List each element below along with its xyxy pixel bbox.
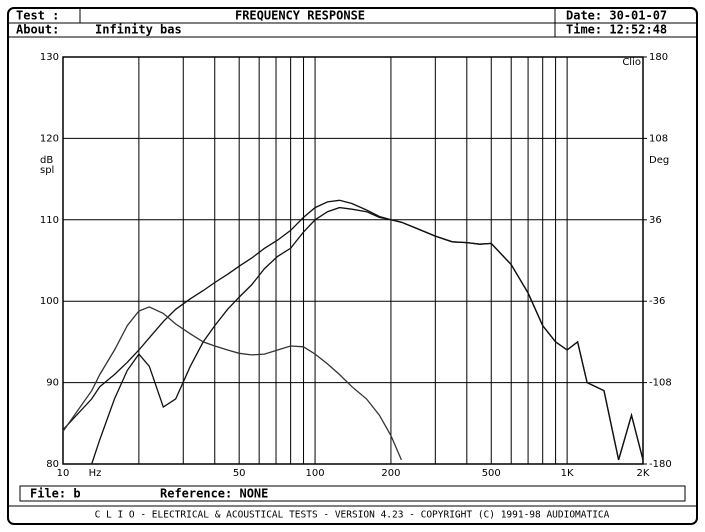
file: File: b (30, 487, 81, 501)
x-tick-label: 50 (233, 468, 246, 479)
y2-axis-label: Deg (649, 155, 669, 166)
y2-tick-label: 108 (649, 133, 668, 144)
y-tick-label: 90 (46, 378, 59, 389)
y-tick-label: 130 (40, 52, 59, 63)
x-tick-label: 1K (561, 468, 574, 479)
x-tick-label: 100 (306, 468, 325, 479)
test-label: Test : (16, 9, 59, 23)
watermark: Clio (622, 57, 641, 68)
time: Time: 12:52:48 (566, 23, 667, 37)
y2-tick-label: 180 (649, 52, 668, 63)
x-axis-label: Hz (89, 468, 102, 479)
banner: C L I O - ELECTRICAL & ACOUSTICAL TESTS … (95, 510, 610, 521)
y-axis-label: spl (40, 165, 54, 176)
y2-tick-label: -180 (649, 459, 672, 470)
y2-tick-label: -108 (649, 378, 672, 389)
x-tick-label: 200 (381, 468, 400, 479)
x-tick-label: 2K (637, 468, 650, 479)
reference: Reference: NONE (160, 487, 268, 501)
plot: 80 90 100 110 120 130 -180 -108 -36 36 108 180 10 50 1… (40, 52, 672, 479)
y2-tick-label: -36 (649, 296, 665, 307)
title: FREQUENCY RESPONSE (235, 9, 365, 23)
x-tick-label: 500 (482, 468, 501, 479)
y2-tick-label: 36 (649, 215, 662, 226)
series-line (91, 206, 644, 465)
y-axis-label: dB (40, 155, 53, 166)
series-line (62, 306, 402, 461)
y-tick-label: 120 (40, 133, 59, 144)
about-label: About: (16, 23, 59, 37)
window-frame (7, 7, 698, 525)
about: Infinity bas (95, 23, 182, 37)
y-tick-label: 110 (40, 215, 59, 226)
footer-box (19, 485, 686, 502)
date: Date: 30-01-07 (566, 9, 667, 23)
y-tick-label: 80 (46, 459, 59, 470)
x-tick-label: 10 (57, 468, 70, 479)
y-tick-label: 100 (40, 296, 59, 307)
